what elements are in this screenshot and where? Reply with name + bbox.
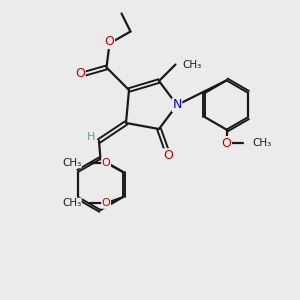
- Text: O: O: [105, 35, 114, 49]
- Text: CH₃: CH₃: [252, 138, 271, 148]
- Text: CH₃: CH₃: [62, 198, 81, 208]
- Text: O: O: [163, 149, 173, 162]
- Text: O: O: [75, 67, 85, 80]
- Text: N: N: [172, 98, 182, 112]
- Text: O: O: [102, 158, 110, 168]
- Text: CH₃: CH₃: [62, 158, 81, 168]
- Text: O: O: [102, 198, 110, 208]
- Text: H: H: [87, 131, 96, 142]
- Text: CH₃: CH₃: [182, 59, 201, 70]
- Text: O: O: [222, 136, 231, 150]
